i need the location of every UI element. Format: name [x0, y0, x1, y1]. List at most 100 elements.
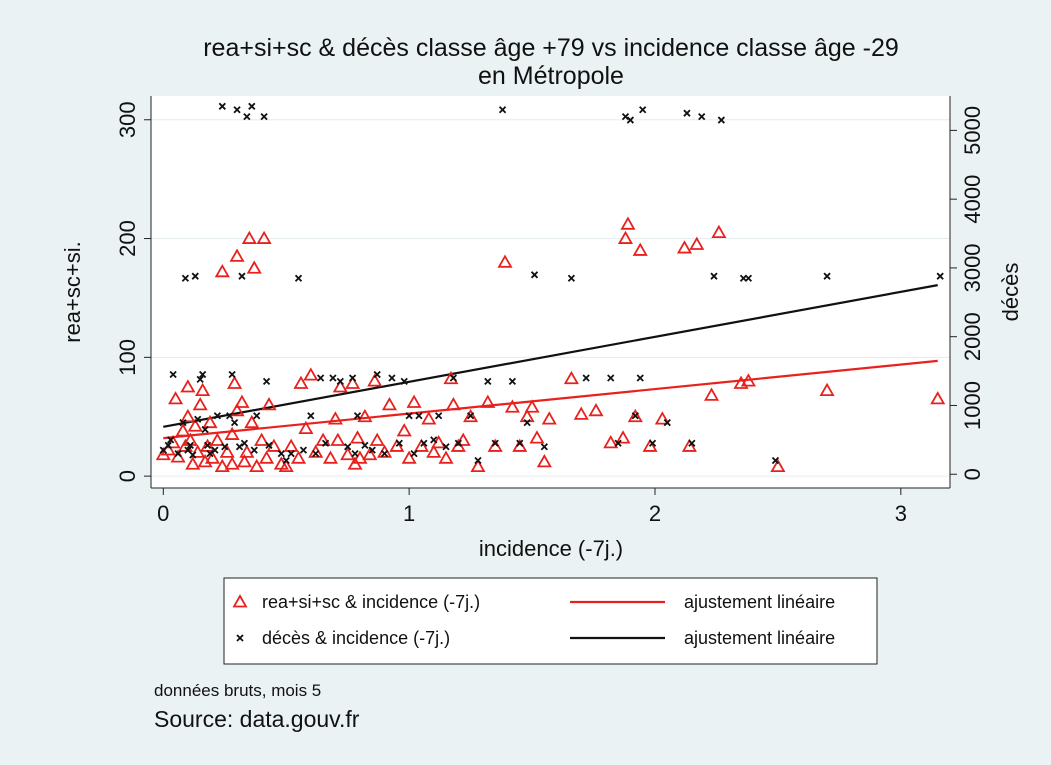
rea-point	[239, 444, 255, 458]
rea-point	[256, 230, 272, 244]
deces-point	[211, 446, 219, 454]
rea-point	[703, 387, 720, 401]
deces-point	[265, 441, 273, 449]
source-note: Source: data.gouv.fr	[154, 706, 360, 732]
rea-point	[426, 444, 442, 458]
rea-point	[224, 426, 240, 440]
deces-point	[688, 439, 696, 447]
deces-point	[336, 377, 344, 386]
legend-label: rea+si+sc & incidence (-7j.)	[262, 592, 480, 612]
deces-point	[312, 449, 320, 458]
y-axis-left-label: rea+sc+si.	[60, 241, 85, 343]
deces-point	[614, 439, 622, 447]
deces-point	[582, 374, 590, 382]
rea-point	[209, 432, 225, 446]
deces-point	[454, 439, 462, 447]
deces-point	[181, 274, 190, 282]
y-right-tick-label: 2000	[960, 312, 985, 361]
deces-point	[262, 377, 271, 386]
deces-point	[218, 102, 226, 110]
rea-point	[563, 370, 579, 385]
deces-point	[540, 443, 548, 451]
rea-point	[381, 397, 398, 411]
rea-point	[278, 458, 294, 473]
deces-point	[238, 272, 246, 280]
deces-point	[530, 271, 539, 279]
deces-point	[631, 412, 639, 420]
deces-point	[316, 374, 325, 382]
rea-point	[327, 411, 343, 425]
deces-point	[395, 439, 403, 447]
rea-point	[689, 236, 705, 250]
rea-point	[401, 450, 417, 464]
x-tick-label: 1	[403, 501, 415, 526]
rea-point	[615, 430, 631, 444]
deces-point	[361, 441, 369, 449]
fit-line-rea	[163, 359, 938, 440]
legend-key-x	[236, 634, 244, 642]
rea-point	[187, 418, 203, 432]
deces-point	[299, 446, 308, 454]
rea-point	[620, 216, 636, 230]
deces-point	[523, 419, 531, 427]
rea-point	[497, 254, 513, 268]
rea-point	[204, 450, 221, 464]
legend: rea+si+sc & incidence (-7j.) ajustement l…	[232, 592, 835, 648]
rea-point	[627, 408, 643, 423]
deces-point	[351, 449, 359, 458]
deces-point	[663, 419, 671, 427]
data-points	[155, 102, 946, 473]
rea-point	[603, 435, 619, 449]
rea-point	[332, 379, 348, 393]
rea-point	[536, 454, 552, 468]
deces-point	[174, 449, 182, 458]
deces-point	[260, 112, 268, 121]
caption-note: données bruts, mois 5	[154, 681, 321, 700]
deces-point	[206, 449, 214, 458]
rea-point	[504, 399, 520, 413]
rea-point	[519, 408, 535, 423]
plot-area	[151, 96, 950, 488]
deces-point	[430, 436, 438, 444]
rea-point	[244, 414, 260, 429]
rea-point	[642, 438, 658, 452]
deces-point	[474, 456, 482, 465]
rea-point	[770, 458, 786, 473]
rea-point	[389, 438, 405, 452]
x-tick-label: 3	[895, 501, 907, 526]
rea-point	[345, 375, 361, 389]
deces-point	[179, 419, 187, 427]
rea-point	[219, 444, 235, 458]
deces-point	[491, 439, 499, 447]
deces-point	[498, 106, 507, 114]
deces-point	[380, 449, 389, 458]
deces-point	[405, 412, 413, 420]
deces-point	[936, 272, 944, 280]
rea-point	[236, 454, 252, 468]
deces-point	[203, 441, 212, 449]
deces-point	[198, 370, 207, 379]
chart-title-line-2: en Métropole	[478, 62, 624, 90]
rea-point	[214, 263, 230, 278]
rea-point	[340, 446, 356, 461]
deces-point	[307, 412, 315, 420]
deces-point	[410, 449, 418, 458]
deces-point	[196, 375, 204, 383]
rea-point	[369, 432, 385, 446]
deces-point	[368, 446, 376, 454]
deces-point	[282, 456, 290, 465]
y-left-tick-label: 100	[115, 339, 140, 376]
deces-point	[240, 439, 249, 447]
deces-point	[823, 272, 831, 280]
deces-point	[567, 274, 576, 282]
deces-point	[621, 112, 630, 121]
rea-point	[322, 450, 339, 464]
rea-point	[293, 375, 309, 389]
rea-point	[396, 423, 412, 437]
rea-point	[588, 402, 604, 417]
deces-point	[353, 412, 362, 420]
y-left-tick-label: 0	[115, 470, 140, 482]
grid-lines	[151, 119, 950, 477]
rea-point	[349, 430, 366, 444]
rea-point	[632, 242, 648, 256]
